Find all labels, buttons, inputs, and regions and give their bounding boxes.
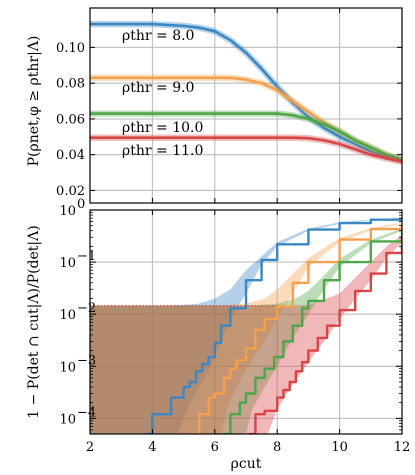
top-y-tick-label: 0.06 [56, 112, 85, 127]
bottom-y-tick-exponent: −3 [77, 353, 96, 368]
axis-labels: ρcut P(ρnet,φ ≥ ρthr|Λ) 1 − P(det ∩ cut|… [26, 36, 262, 472]
top-series-line [90, 112, 402, 162]
top-series-line [90, 22, 402, 162]
bottom-y-tick-label: 10 [59, 256, 76, 271]
bottom-y-tick-exponent: −2 [77, 301, 96, 316]
bottom-uncertainty-band [90, 235, 402, 434]
top-series-line [90, 136, 402, 164]
bottom-y-tick-label: 10 [59, 308, 76, 323]
bottom-x-tick-label: 6 [211, 440, 219, 455]
x-axis-label: ρcut [231, 456, 262, 472]
bottom-series-line [247, 238, 402, 434]
top-y-tick-label: 0.02 [56, 184, 85, 199]
top-series-labels: ρthr = 8.0 ρthr = 9.0 ρthr = 10.0 ρthr = 11… [122, 28, 203, 159]
bottom-series-group [90, 217, 402, 434]
bottom-series-line [145, 218, 402, 434]
bottom-frame [89, 209, 403, 435]
bottom-y-tick-exponent: −4 [77, 405, 96, 420]
series-label: ρthr = 11.0 [122, 143, 203, 159]
bottom-uncertainty-band [90, 217, 402, 434]
bottom-y-tick-label: 10 [59, 204, 76, 219]
top-y-tick-label: 0.04 [56, 148, 85, 163]
bottom-x-tick-label: 4 [148, 440, 156, 455]
bottom-series-line [223, 229, 402, 434]
top-plot-area: 0.02 0.04 0.06 0.08 0.10 [56, 7, 403, 204]
bottom-x-tick-label: 10 [331, 440, 348, 455]
series-label: ρthr = 8.0 [122, 28, 194, 44]
top-series-group [90, 20, 402, 166]
top-frame [89, 7, 403, 204]
bottom-uncertainty-band [90, 222, 402, 434]
bottom-y-axis-label: 1 − P(det ∩ cut|Λ)/P(det|Λ) [26, 225, 42, 418]
bottom-x-tick-label: 2 [86, 440, 94, 455]
bottom-y-tick-exponent: 0 [77, 197, 85, 212]
bottom-plot-area: 10 010 −110 −210 −310 −42 4 6 8 10 12 [59, 197, 410, 455]
bottom-series-line [191, 223, 402, 434]
bottom-y-tick-exponent: −1 [77, 249, 96, 264]
bottom-y-tick-label: 10 [59, 360, 76, 375]
bottom-y-tick-label: 10 [59, 412, 76, 427]
bottom-x-tick-label: 12 [394, 440, 411, 455]
top-y-tick-label: 0.10 [56, 41, 85, 56]
top-y-axis-label: P(ρnet,φ ≥ ρthr|Λ) [26, 36, 42, 167]
top-y-tick-label: 0.08 [56, 77, 85, 92]
series-label: ρthr = 9.0 [122, 80, 194, 96]
bottom-x-tick-label: 8 [273, 440, 281, 455]
series-label: ρthr = 10.0 [122, 120, 203, 136]
